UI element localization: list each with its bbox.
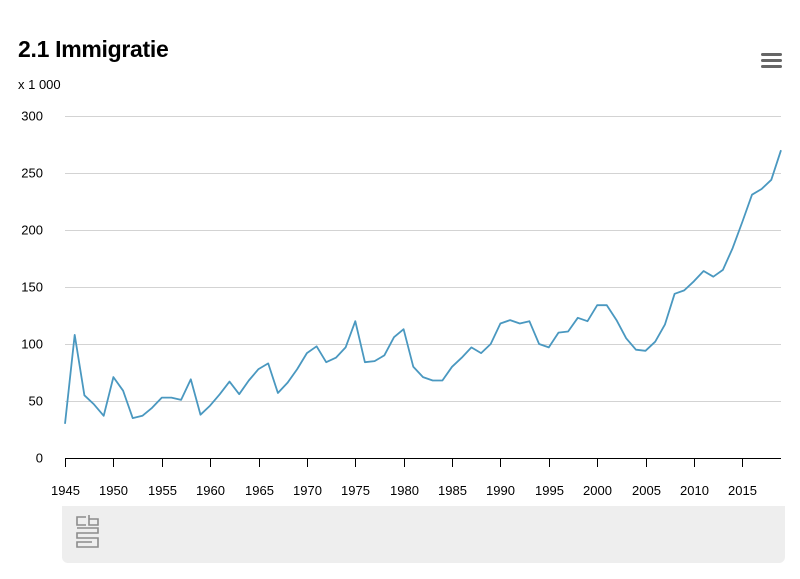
- x-tick-label: 2000: [583, 483, 612, 498]
- x-tick-label: 1950: [99, 483, 128, 498]
- y-tick-label: 300: [21, 109, 43, 124]
- x-tick-label: 1985: [438, 483, 467, 498]
- cbs-logo-icon[interactable]: [74, 514, 100, 550]
- x-tick-label: 2010: [680, 483, 709, 498]
- x-tick-label: 1980: [390, 483, 419, 498]
- x-tick-label: 1945: [51, 483, 80, 498]
- x-axis: 1945 1950 1955 1960 1965 1970 1975 1980 1985 1990…: [51, 458, 781, 498]
- y-tick-label: 100: [21, 337, 43, 352]
- x-tick-label: 1960: [196, 483, 225, 498]
- x-tick-label: 1970: [293, 483, 322, 498]
- gridlines: [65, 116, 781, 402]
- x-tick-label: 2005: [632, 483, 661, 498]
- y-axis-unit-label: x 1 000: [18, 77, 61, 92]
- x-tick-label: 1990: [486, 483, 515, 498]
- y-tick-label: 50: [29, 394, 43, 409]
- series-line-immigratie: [64, 149, 782, 424]
- x-tick-label: 1955: [148, 483, 177, 498]
- chart-footer: [62, 506, 785, 563]
- y-tick-label: 0: [36, 451, 43, 466]
- y-tick-label: 150: [21, 280, 43, 295]
- chart-title: 2.1 Immigratie: [18, 36, 169, 62]
- y-axis: 0 50 100 150 200 250 300: [21, 109, 43, 466]
- x-tick-label: 2015: [728, 483, 757, 498]
- x-tick-label: 1995: [535, 483, 564, 498]
- y-tick-label: 200: [21, 223, 43, 238]
- x-tick-label: 1975: [341, 483, 370, 498]
- hamburger-menu-icon[interactable]: [759, 50, 785, 70]
- y-tick-label: 250: [21, 166, 43, 181]
- x-tick-label: 1965: [245, 483, 274, 498]
- series-group: [64, 149, 782, 424]
